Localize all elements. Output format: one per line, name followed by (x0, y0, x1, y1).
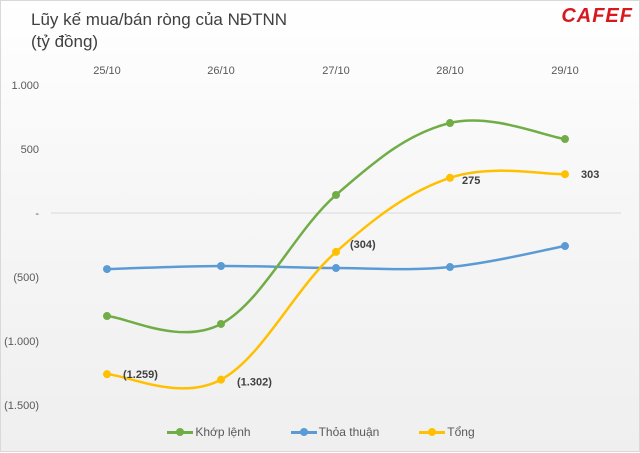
y-tick-label: - (35, 208, 39, 220)
data-point (103, 265, 111, 274)
legend-label: Tổng (447, 425, 475, 439)
data-label: (1.259) (123, 369, 158, 381)
data-label: (1.302) (237, 377, 272, 389)
data-point (332, 190, 340, 199)
y-tick-label: 500 (21, 144, 39, 156)
x-tick-label: 25/10 (93, 65, 121, 77)
legend-item: Tổng (419, 425, 475, 439)
y-tick-label: 1.000 (11, 80, 39, 92)
data-point (217, 319, 225, 328)
y-tick-label: (1.000) (4, 336, 39, 348)
data-point (561, 170, 569, 179)
x-tick-label: 28/10 (436, 65, 464, 77)
legend-marker-icon (419, 427, 446, 436)
series-line-2 (106, 169, 566, 390)
y-tick-label: (500) (13, 272, 39, 284)
legend-item: Thỏa thuận (290, 425, 380, 439)
legend-label: Thỏa thuận (318, 425, 380, 439)
series-line-0 (106, 119, 566, 334)
legend-item: Khớp lệnh (167, 425, 251, 439)
data-point (446, 119, 454, 128)
data-point (446, 263, 454, 272)
data-point (446, 173, 454, 182)
x-tick-label: 27/10 (322, 65, 350, 77)
cafef-logo: CAFEF (561, 5, 633, 27)
chart-title-unit: (tỷ đồng) (31, 32, 99, 51)
chart-title-main: Lũy kế mua/bán ròng của NĐTNN (31, 10, 288, 29)
legend-label: Khớp lệnh (195, 425, 251, 439)
legend-marker-icon (167, 427, 194, 436)
legend-marker-icon (290, 427, 317, 436)
data-point (561, 242, 569, 251)
chart-legend: Khớp lệnh Thỏa thuận Tổng (1, 425, 640, 439)
data-point (332, 247, 340, 256)
data-point (332, 264, 340, 273)
y-tick-label: (1.500) (4, 400, 39, 412)
data-label: (304) (350, 239, 376, 251)
data-point (561, 135, 569, 144)
data-point (217, 375, 225, 384)
x-tick-label: 26/10 (207, 65, 235, 77)
data-label: 275 (462, 175, 480, 187)
data-label: 303 (581, 169, 599, 181)
data-point (103, 370, 111, 379)
data-point (217, 261, 225, 270)
data-point (103, 312, 111, 321)
chart-title: Lũy kế mua/bán ròng của NĐTNN (tỷ đồng) (31, 9, 287, 53)
x-tick-label: 29/10 (551, 65, 579, 77)
